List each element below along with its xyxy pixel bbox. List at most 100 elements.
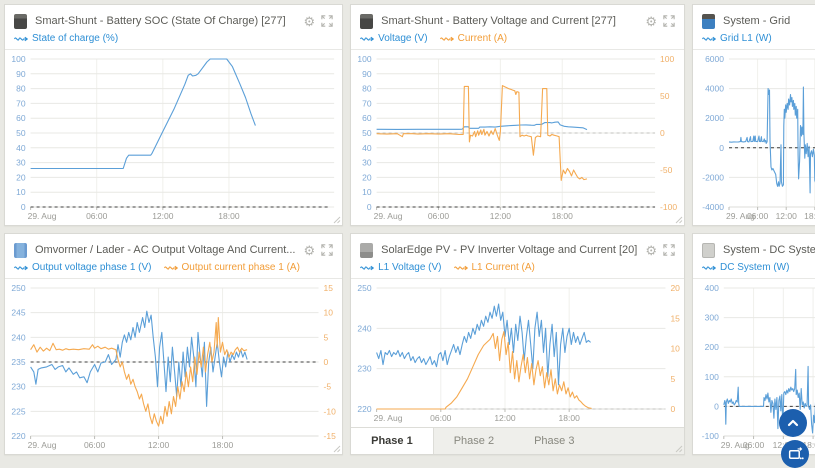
- svg-text:40: 40: [16, 143, 26, 153]
- svg-text:12:00: 12:00: [152, 211, 174, 221]
- gear-icon[interactable]: ⚙: [303, 244, 315, 257]
- legend: DC System (W): [702, 259, 815, 278]
- svg-text:-100: -100: [660, 202, 677, 212]
- svg-text:60: 60: [362, 113, 372, 123]
- svg-text:06:00: 06:00: [430, 413, 452, 423]
- gear-icon[interactable]: ⚙: [645, 15, 657, 28]
- svg-text:29. Aug: 29. Aug: [28, 440, 57, 450]
- svg-text:60: 60: [16, 113, 26, 123]
- expand-icon[interactable]: [321, 15, 333, 27]
- svg-text:2000: 2000: [705, 113, 724, 123]
- svg-text:4000: 4000: [705, 84, 724, 94]
- svg-text:50: 50: [16, 128, 26, 138]
- line-series-icon: [360, 35, 374, 43]
- svg-text:225: 225: [11, 406, 25, 416]
- svg-text:12:00: 12:00: [148, 440, 170, 450]
- svg-text:230: 230: [11, 382, 25, 392]
- svg-text:18:00: 18:00: [218, 211, 240, 221]
- legend: L1 Voltage (V) L1 Current (A): [360, 259, 675, 278]
- line-series-icon: [440, 35, 454, 43]
- svg-text:18:00: 18:00: [804, 211, 815, 221]
- svg-text:30: 30: [16, 158, 26, 168]
- svg-text:20: 20: [671, 283, 681, 293]
- resize-handle[interactable]: [333, 216, 341, 224]
- legend-item-voltage[interactable]: Voltage (V): [360, 33, 427, 44]
- svg-text:12:00: 12:00: [776, 211, 798, 221]
- line-series-icon: [360, 264, 374, 272]
- svg-text:15: 15: [324, 283, 334, 293]
- svg-text:100: 100: [705, 372, 719, 382]
- line-series-icon: [454, 264, 468, 272]
- svg-text:-4000: -4000: [702, 202, 724, 212]
- svg-text:245: 245: [11, 308, 25, 318]
- svg-text:235: 235: [11, 357, 25, 367]
- battery-monitor-icon: [14, 14, 27, 29]
- svg-text:0: 0: [324, 357, 329, 367]
- legend: Grid L1 (W): [702, 30, 815, 49]
- svg-text:0: 0: [21, 202, 26, 212]
- tab-phase-1[interactable]: Phase 1: [351, 428, 434, 454]
- svg-text:100: 100: [358, 54, 372, 64]
- legend-item-soc[interactable]: State of charge (%): [14, 33, 118, 44]
- svg-text:06:00: 06:00: [428, 211, 450, 221]
- widget-title: Omvormer / Lader - AC Output Voltage And…: [35, 244, 295, 256]
- tab-phase-2[interactable]: Phase 2: [434, 428, 514, 454]
- legend-item-grid-l1[interactable]: Grid L1 (W): [702, 33, 772, 44]
- resize-handle[interactable]: [333, 445, 341, 453]
- gx-device-icon: [702, 14, 715, 29]
- legend-item-output-voltage[interactable]: Output voltage phase 1 (V): [14, 262, 152, 273]
- expand-icon[interactable]: [663, 244, 675, 256]
- svg-text:100: 100: [660, 54, 674, 64]
- tab-phase-3[interactable]: Phase 3: [514, 428, 594, 454]
- legend-item-output-current[interactable]: Output current phase 1 (A): [164, 262, 300, 273]
- legend: Voltage (V) Current (A): [360, 30, 675, 49]
- legend-item-current[interactable]: Current (A): [440, 33, 507, 44]
- resize-handle[interactable]: [675, 216, 683, 224]
- svg-text:300: 300: [705, 313, 719, 323]
- svg-text:70: 70: [362, 98, 372, 108]
- pv-inverter-icon: [360, 243, 373, 258]
- legend-item-l1-voltage[interactable]: L1 Voltage (V): [360, 262, 441, 273]
- svg-text:90: 90: [362, 69, 372, 79]
- legend-item-dc-system[interactable]: DC System (W): [702, 262, 789, 273]
- expand-icon[interactable]: [321, 244, 333, 256]
- expand-icon[interactable]: [663, 15, 675, 27]
- svg-text:0: 0: [714, 401, 719, 411]
- legend: State of charge (%): [14, 30, 333, 49]
- svg-text:90: 90: [16, 69, 26, 79]
- svg-text:6000: 6000: [705, 54, 724, 64]
- svg-text:80: 80: [362, 84, 372, 94]
- svg-text:12:00: 12:00: [494, 413, 516, 423]
- widget-header: System - Grid ⚙ Grid L1 (W): [693, 5, 815, 50]
- widget-header: Smart-Shunt - Battery Voltage and Curren…: [351, 5, 684, 50]
- svg-text:20: 20: [16, 172, 26, 182]
- svg-text:10: 10: [671, 344, 681, 354]
- svg-text:0: 0: [719, 143, 724, 153]
- scroll-to-top-button[interactable]: [779, 409, 807, 437]
- battery-monitor-icon: [360, 14, 373, 29]
- widget-battery-soc: Smart-Shunt - Battery SOC (State Of Char…: [4, 4, 343, 226]
- gear-icon[interactable]: ⚙: [303, 15, 315, 28]
- gear-icon[interactable]: ⚙: [645, 244, 657, 257]
- svg-text:250: 250: [11, 283, 25, 293]
- svg-text:29. Aug: 29. Aug: [374, 413, 403, 423]
- svg-text:250: 250: [358, 283, 372, 293]
- widget-title: Smart-Shunt - Battery SOC (State Of Char…: [35, 15, 295, 27]
- widget-pv-inverter: SolarEdge PV - PV Inverter Voltage and C…: [350, 233, 685, 455]
- resize-handle[interactable]: [675, 445, 683, 453]
- svg-text:-5: -5: [324, 382, 332, 392]
- svg-text:06:00: 06:00: [84, 440, 106, 450]
- inverter-charger-icon: [14, 243, 27, 258]
- widget-title: Smart-Shunt - Battery Voltage and Curren…: [381, 15, 637, 27]
- feedback-chat-button[interactable]: [781, 440, 809, 468]
- phase-tabs: Phase 1 Phase 2 Phase 3: [351, 427, 684, 454]
- legend-item-l1-current[interactable]: L1 Current (A): [454, 262, 535, 273]
- line-series-icon: [14, 35, 28, 43]
- svg-text:-15: -15: [324, 431, 337, 441]
- svg-text:18:00: 18:00: [559, 413, 581, 423]
